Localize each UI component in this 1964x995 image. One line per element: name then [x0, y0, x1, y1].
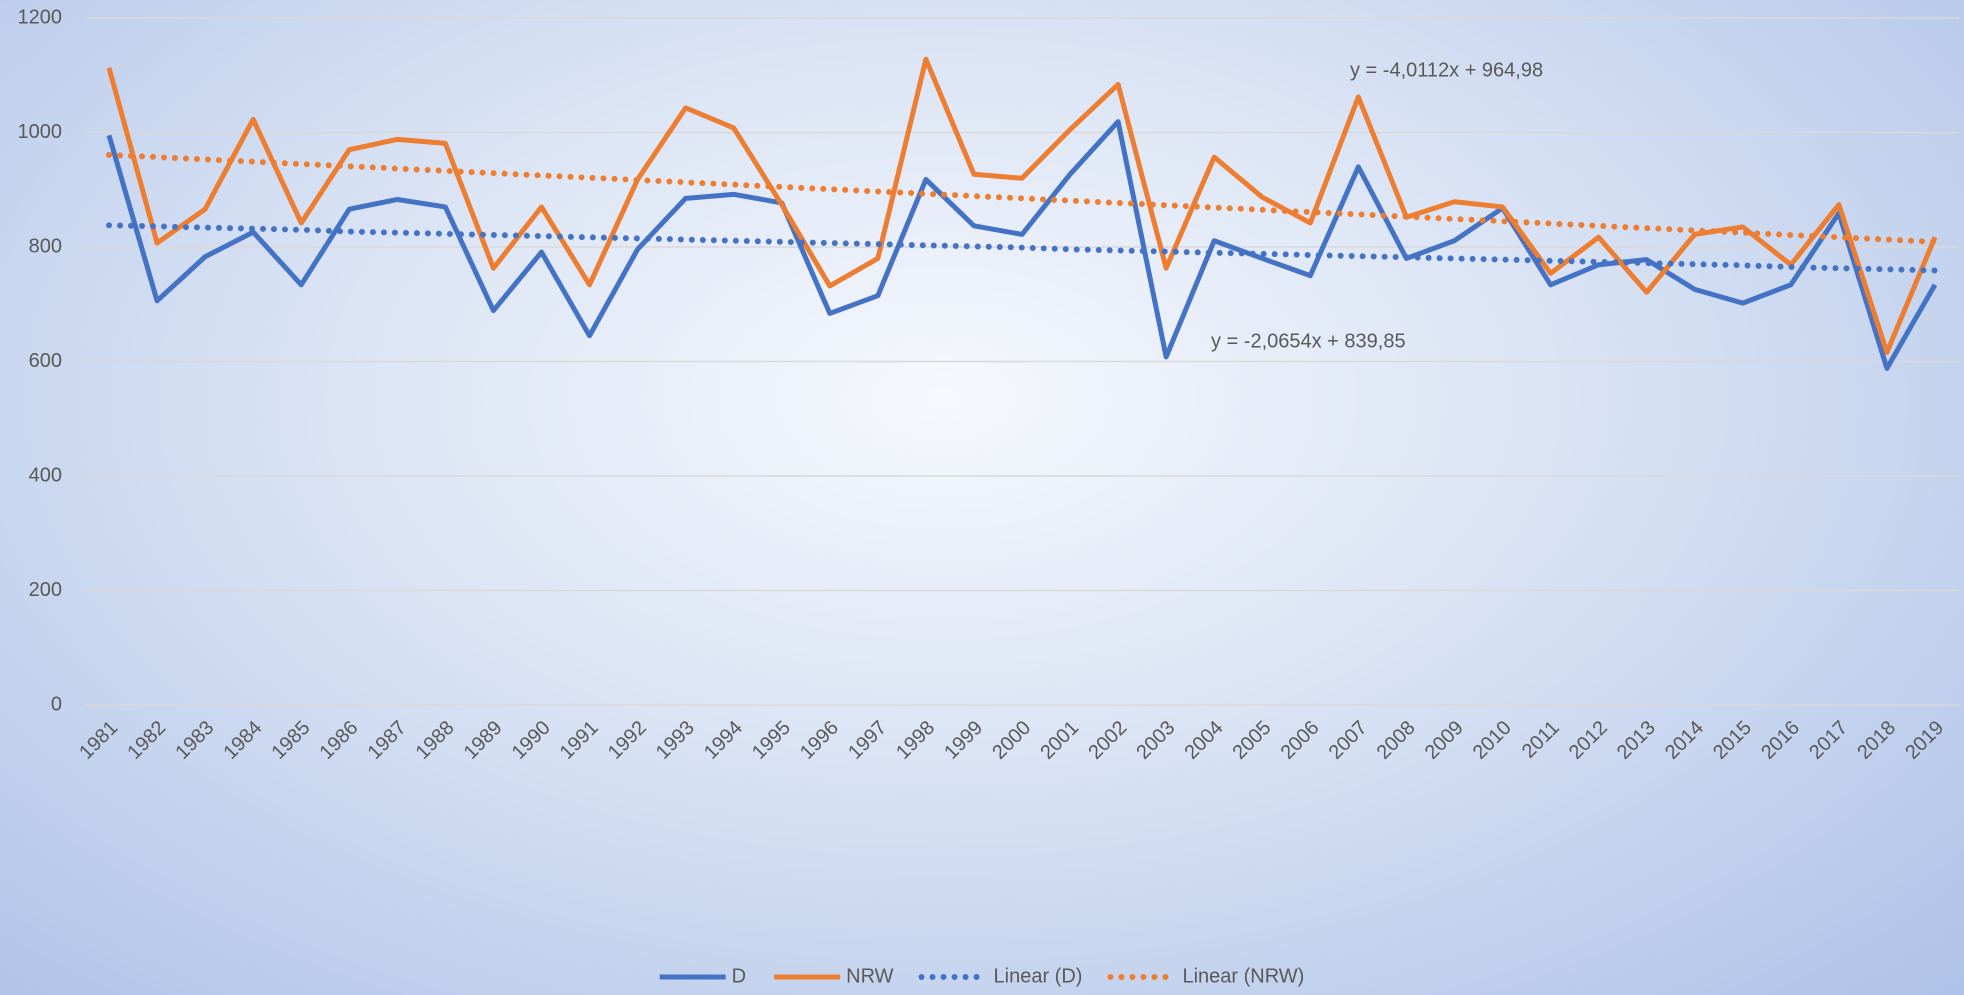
x-tick-label: 2014: [1661, 717, 1708, 764]
x-tick-label: 1987: [364, 717, 411, 764]
legend: D NRW Linear (D) Linear (NRW): [659, 965, 1304, 987]
x-tick-label: 2011: [1518, 717, 1564, 763]
x-tick-label: 2013: [1613, 717, 1660, 764]
trend-equation: y = -2,0654x + 839,85: [1211, 330, 1406, 352]
x-tick-label: 2016: [1757, 717, 1804, 764]
x-tick-label: 2017: [1805, 717, 1852, 764]
x-tick-label: 2001: [1036, 717, 1083, 764]
x-tick-label: 2018: [1853, 717, 1900, 764]
x-tick-label: 1984: [219, 717, 266, 764]
x-tick-label: 1990: [508, 717, 555, 764]
x-tick-label: 2006: [1277, 717, 1324, 764]
x-tick-label: 2012: [1565, 717, 1612, 764]
x-tick-label: 1992: [604, 717, 651, 764]
y-tick-label: 200: [29, 579, 62, 601]
x-tick-label: 2003: [1132, 717, 1179, 764]
x-tick-label: 1988: [412, 717, 459, 764]
series-line: [106, 56, 1938, 355]
legend-label: Linear (D): [994, 965, 1083, 987]
x-tick-label: 2019: [1901, 717, 1948, 764]
x-tick-label: 1985: [267, 717, 314, 764]
y-tick-label: 1000: [18, 121, 63, 143]
x-tick-label: 1999: [940, 717, 987, 764]
x-tick-label: 1995: [748, 717, 795, 764]
legend-label: NRW: [846, 965, 894, 987]
x-tick-label: 1989: [460, 717, 507, 764]
trend-line: [106, 151, 1938, 245]
x-tick-label: 1997: [844, 717, 891, 764]
x-tick-label: 1981: [75, 717, 122, 764]
x-tick-label: 1986: [316, 717, 363, 764]
x-tick-label: 1991: [556, 717, 603, 764]
y-tick-label: 0: [51, 693, 62, 715]
y-tick-label: 400: [29, 464, 62, 486]
x-tick-label: 1983: [171, 717, 218, 764]
y-tick-label: 600: [29, 350, 62, 372]
x-tick-label: 1994: [700, 717, 747, 764]
legend-label: D: [732, 965, 746, 987]
x-tick-label: 1993: [652, 717, 699, 764]
x-tick-label: 2010: [1469, 717, 1516, 764]
x-tick-label: 1982: [123, 717, 170, 764]
y-tick-label: 800: [29, 235, 62, 257]
series-line: [106, 119, 1938, 371]
y-tick-label: 1200: [18, 6, 63, 28]
x-tick-label: 2005: [1229, 717, 1276, 764]
legend-label: Linear (NRW): [1182, 965, 1304, 987]
trend-equation: y = -4,0112x + 964,98: [1350, 59, 1543, 81]
x-tick-label: 2000: [988, 717, 1035, 764]
x-tick-label: 2008: [1373, 717, 1420, 764]
x-tick-label: 2015: [1709, 717, 1756, 764]
x-tick-label: 1996: [796, 717, 843, 764]
x-tick-label: 2007: [1325, 717, 1372, 764]
x-tick-label: 1998: [892, 717, 939, 764]
trend-line: [106, 222, 1938, 274]
x-tick-label: 2009: [1421, 717, 1468, 764]
x-tick-label: 2004: [1180, 717, 1227, 764]
x-tick-label: 2002: [1084, 717, 1131, 764]
